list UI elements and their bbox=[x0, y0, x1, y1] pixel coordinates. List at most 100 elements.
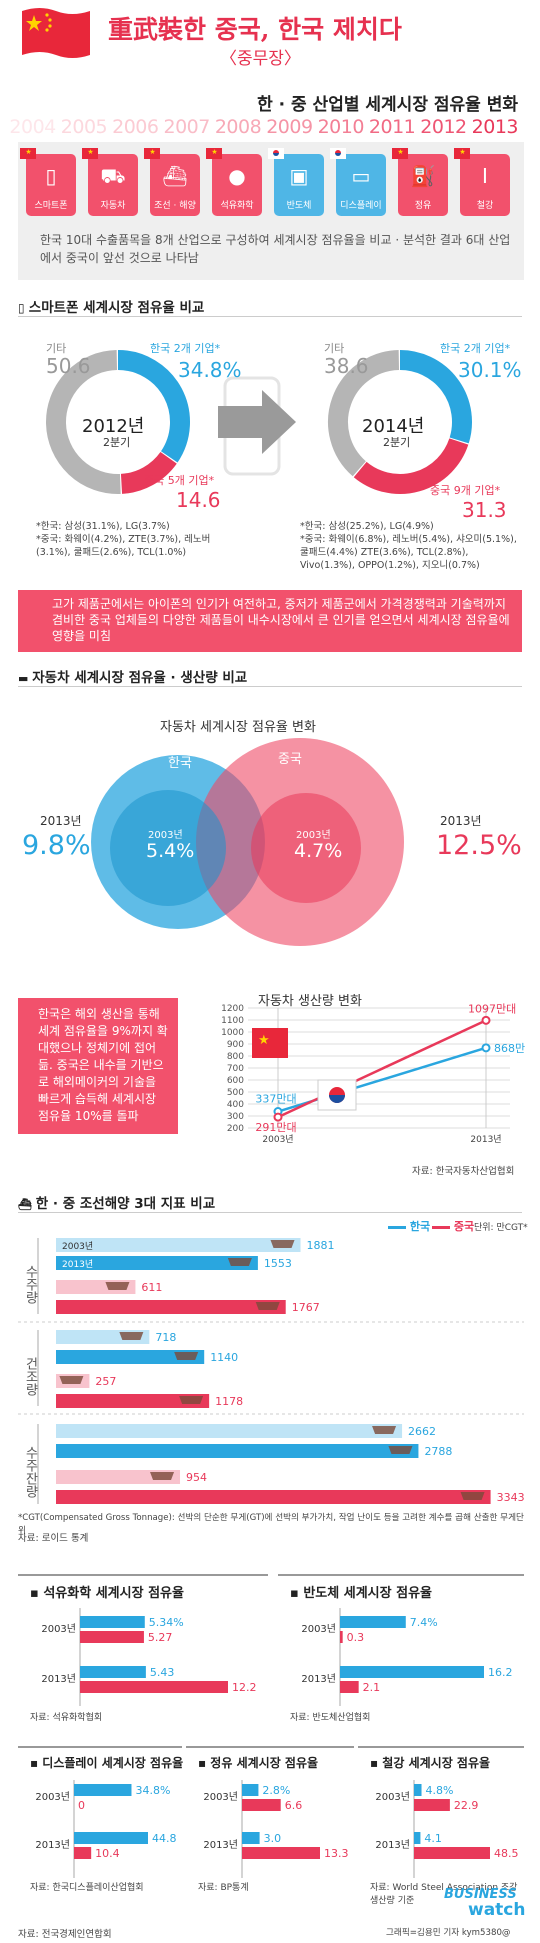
panel-source: 자료: World Steel Association 조강 생산량 기준 bbox=[370, 1883, 518, 1906]
data-label: 868만대 bbox=[494, 1042, 526, 1055]
donut1-kr-label: 한국 2개 기업* bbox=[150, 342, 221, 355]
ship-unit: 단위: 만CGT* bbox=[474, 1223, 528, 1233]
donut1-other-value: 50.6 bbox=[46, 354, 91, 378]
panel-source: 자료: 한국디스플레이산업협회 bbox=[30, 1883, 144, 1893]
y-tick-label: 200 bbox=[227, 1124, 244, 1134]
data-label: 291만대 bbox=[255, 1121, 296, 1134]
kr-2013-label: 2013년 bbox=[40, 814, 82, 828]
ship-value-label: 257 bbox=[95, 1375, 116, 1388]
panel-bar-korea bbox=[74, 1784, 132, 1796]
y-tick-label: 1200 bbox=[221, 1004, 244, 1014]
panel-year-label: 2003년 bbox=[35, 1791, 70, 1803]
panel-value-label: 6.6 bbox=[285, 1799, 303, 1812]
credit: 그래픽=김용민 기자 kym5380@ bbox=[386, 1928, 511, 1938]
year-label: 2012 bbox=[420, 116, 467, 138]
panel-bar-china bbox=[80, 1681, 228, 1693]
smartphone-donut-chart bbox=[46, 350, 472, 494]
drop-icon: ● bbox=[228, 164, 246, 188]
panel-bar-korea bbox=[80, 1616, 145, 1628]
year-label: 2011 bbox=[368, 116, 416, 138]
donut1-slice-kr bbox=[117, 350, 190, 463]
panel-bar-chart: 2003년 34.8% 0 2013년 44.8 10.4 bbox=[35, 1780, 177, 1878]
panel-value-label: 5.43 bbox=[150, 1666, 175, 1679]
panel-year-label: 2013년 bbox=[301, 1673, 336, 1685]
panel-value-label: 2.8% bbox=[262, 1784, 290, 1797]
ship-value-label: 954 bbox=[186, 1471, 207, 1484]
panel-bar-chart: 2003년 5.34% 5.27 2013년 5.43 12.2 bbox=[41, 1608, 257, 1706]
industry-chip: ▣ 반도체 bbox=[268, 148, 324, 216]
china-flag-icon bbox=[22, 8, 90, 58]
donut2-slice-cn bbox=[353, 438, 469, 494]
phone-icon: ▯ bbox=[18, 301, 29, 315]
panel-bar-china bbox=[414, 1799, 450, 1811]
panel-year-label: 2003년 bbox=[375, 1791, 410, 1803]
ship-value-label: 1178 bbox=[215, 1395, 243, 1408]
donut2-slice-kr bbox=[399, 350, 472, 444]
ship-icon: ⛴ bbox=[162, 164, 188, 188]
donut1-slice-other bbox=[46, 350, 121, 494]
panel-bar-korea bbox=[414, 1832, 421, 1844]
venn-kr-2003-value: 5.4% bbox=[146, 840, 195, 862]
ship-icon bbox=[59, 1376, 84, 1384]
panel-year-label: 2003년 bbox=[41, 1623, 76, 1635]
ship-value-label: 1553 bbox=[264, 1257, 292, 1270]
auto-venn-diagram bbox=[91, 738, 404, 946]
year-label: 2010 bbox=[317, 116, 365, 138]
ship-value-label: 3343 bbox=[497, 1491, 525, 1504]
panel-bar-korea bbox=[340, 1616, 406, 1628]
panel-bar-china bbox=[414, 1847, 490, 1859]
venn-china-label: 중국 bbox=[278, 752, 302, 767]
donut1-cn-label: 중국 5개 기업* bbox=[144, 474, 215, 487]
panel-4: ▪ 정유 세계시장 점유율 자료: BP통계 2003년 2.8% 6.6 2013년 3.… bbox=[186, 1746, 354, 1904]
donut2-cn-label: 중국 9개 기업* bbox=[430, 484, 501, 497]
y-tick-label: 900 bbox=[227, 1040, 244, 1050]
car-icon: ▬ bbox=[18, 672, 33, 685]
panel-bar-china bbox=[242, 1799, 281, 1811]
ship-icon: ⛴ bbox=[18, 1198, 36, 1211]
steel-icon: I bbox=[482, 164, 488, 188]
panel-title: ▪ 디스플레이 세계시장 점유율 bbox=[30, 1756, 184, 1770]
y-tick-label: 400 bbox=[227, 1100, 244, 1110]
smartphone-section-title: ▯ 스마트폰 세계시장 점유율 비교 bbox=[18, 300, 205, 316]
y-tick-label: 1100 bbox=[221, 1016, 244, 1026]
industry-label: 정유 bbox=[414, 201, 432, 211]
legend-korea: 한국 bbox=[388, 1218, 430, 1234]
x-tick-label: 2013년 bbox=[470, 1134, 501, 1145]
industry-ship: ⛴ 조선 · 해양 ★ bbox=[144, 148, 200, 216]
monitor-icon: ▭ bbox=[351, 164, 371, 188]
ship-icon bbox=[388, 1446, 413, 1454]
industry-fuel: ⛽ 정유 ★ bbox=[392, 148, 448, 216]
ship-value-label: 1140 bbox=[210, 1351, 238, 1364]
panel-value-label: 5.34% bbox=[149, 1616, 184, 1629]
donut2-kr-value: 30.1% bbox=[458, 358, 522, 382]
ship-icon bbox=[227, 1258, 252, 1266]
korea-flag-icon bbox=[330, 148, 346, 159]
panel-value-label: 34.8% bbox=[135, 1784, 170, 1797]
panel-bar-chart: 2003년 4.8%22.9 2013년 4.1 48.5 bbox=[375, 1780, 519, 1878]
ship-group-label: 수주량 bbox=[23, 1265, 38, 1304]
donut1-cn-value: 14.6 bbox=[176, 488, 221, 512]
ship-bar bbox=[56, 1350, 205, 1364]
ship-group-label: 수주잔량 bbox=[23, 1446, 38, 1498]
industry-label: 디스플레이 bbox=[340, 201, 382, 211]
divider bbox=[18, 686, 522, 687]
panel-value-label: 7.4% bbox=[410, 1616, 438, 1629]
ship-year-label: 2003년 bbox=[62, 1241, 93, 1252]
ship-year-label: 2013년 bbox=[62, 1259, 93, 1270]
china-flag-icon: ★ bbox=[392, 148, 408, 159]
ship-icon bbox=[119, 1332, 144, 1340]
divider bbox=[18, 1212, 522, 1213]
panel-bar-china bbox=[340, 1631, 343, 1643]
industry-label: 스마트폰 bbox=[34, 201, 68, 211]
panel-title: ▪ 반도체 세계시장 점유율 bbox=[290, 1586, 432, 1601]
fuel-icon: ⛽ bbox=[410, 164, 436, 188]
panel-bar-korea bbox=[242, 1832, 260, 1844]
y-tick-label: 300 bbox=[227, 1112, 244, 1122]
venn-korea-2003 bbox=[110, 790, 226, 906]
chip-icon: ▣ bbox=[289, 164, 309, 188]
arrow-icon bbox=[218, 390, 296, 454]
point-china bbox=[481, 1015, 491, 1025]
donut2-kr-label: 한국 2개 기업* bbox=[440, 342, 511, 355]
donut1-center-quarter: 2분기 bbox=[103, 436, 131, 449]
